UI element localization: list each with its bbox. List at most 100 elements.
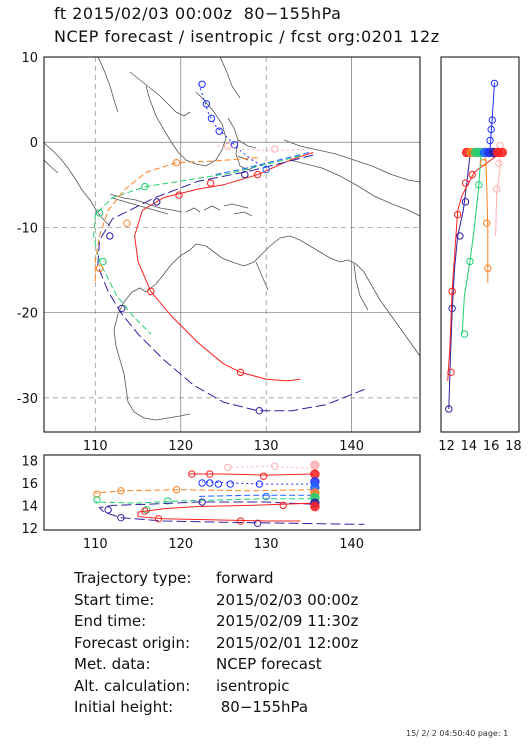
info-value: 2015/02/01 12:00z	[216, 633, 359, 652]
map-ytick-label: -10	[17, 221, 38, 236]
latitude-series-marker	[448, 287, 456, 296]
map-series-marker	[153, 198, 161, 206]
map-series-marker	[253, 170, 262, 179]
latitude-xtick-label: 16	[483, 439, 500, 454]
longitude-series-marker	[164, 497, 172, 505]
map-series-line-cyan_blue	[214, 152, 310, 176]
longitude-start-marker	[310, 469, 320, 479]
latitude-series-marker	[495, 159, 503, 168]
map-series-marker	[198, 80, 206, 88]
longitude-series-line-blue	[202, 481, 314, 485]
info-value: 2015/02/03 00:00z	[216, 590, 359, 609]
longitude-xtick-label: 120	[168, 537, 193, 552]
info-key: Trajectory type:	[74, 569, 192, 587]
latitude-series-marker	[468, 170, 476, 179]
map-series-marker	[255, 406, 264, 415]
longitude-series-marker	[236, 517, 245, 525]
header-line-2: NCEP forecast / isentropic / fcst org:02…	[54, 27, 440, 46]
info-key: Forecast origin:	[74, 633, 191, 652]
latitude-series-marker	[486, 136, 494, 145]
map-xtick-label: 120	[168, 439, 193, 454]
longitude-ytick-label: 16	[21, 477, 38, 492]
map-series-marker	[95, 264, 104, 273]
info-value: 2015/02/09 11:30z	[216, 612, 359, 630]
longitude-series-marker	[93, 496, 101, 504]
latitude-series-marker	[479, 158, 488, 167]
longitude-series-marker	[214, 480, 223, 488]
latitude-series-marker	[466, 257, 474, 266]
map-series-marker	[106, 232, 114, 240]
latitude-series-line-purple	[448, 154, 471, 410]
latitude-series-marker	[454, 210, 462, 219]
info-key: End time:	[74, 612, 147, 630]
longitude-series-line-pink	[227, 465, 314, 469]
map-series-marker	[236, 368, 245, 377]
longitude-series-line-orange	[95, 489, 314, 494]
longitude-series-marker	[206, 479, 214, 487]
longitude-axis-ticks: 12 14 16 18 110 120 130 140	[21, 455, 364, 552]
longitude-start-marker	[310, 460, 320, 470]
latitude-series-marker	[482, 219, 491, 227]
longitude-series-line-purple	[98, 501, 365, 525]
longitude-ytick-label: 14	[21, 499, 38, 514]
map-series-marker	[271, 145, 279, 153]
longitude-series-marker	[141, 507, 149, 515]
map-ytick-label: 10	[21, 51, 38, 66]
longitude-series-marker	[198, 498, 206, 506]
map-series-line-blue	[197, 80, 267, 169]
longitude-series-marker	[198, 479, 206, 487]
longitude-series-marker	[226, 480, 234, 488]
map-series-marker	[141, 182, 149, 191]
longitude-trajectories	[93, 460, 365, 527]
longitude-series-marker	[279, 501, 287, 510]
longitude-series-marker	[259, 472, 268, 480]
map-series-line-pink	[214, 145, 309, 152]
latitude-series-marker	[484, 264, 492, 273]
map-series-line-orange	[94, 157, 258, 283]
map-series-marker	[118, 304, 126, 313]
info-value: NCEP forecast	[216, 655, 322, 673]
map-series-marker	[99, 257, 107, 266]
latitude-trajectories	[445, 79, 507, 413]
map-series-marker	[206, 179, 215, 187]
info-key: Initial height:	[74, 698, 174, 716]
longitude-series-line-cyan_blue	[197, 494, 314, 497]
footer-stamp: 15/ 2/ 2 04:50:40 page: 1	[406, 729, 509, 738]
map-series-marker	[202, 100, 211, 108]
map-series-marker	[230, 141, 239, 149]
latitude-xtick-label: 14	[461, 439, 478, 454]
map-series-line-red	[134, 152, 314, 382]
info-value: forward	[216, 569, 274, 587]
latitude-series-marker	[445, 405, 453, 413]
map-ytick-label: -30	[17, 392, 38, 407]
latitude-xtick-label: 18	[505, 439, 522, 454]
longitude-series-marker	[188, 470, 196, 478]
latitude-panel	[445, 79, 507, 413]
longitude-series-marker	[104, 506, 112, 514]
latitude-series-line-orange	[485, 152, 489, 283]
map-frame	[43, 56, 421, 433]
latitude-series-line-pink	[495, 146, 501, 237]
longitude-series-marker	[271, 462, 279, 470]
latitude-series-marker	[461, 179, 470, 187]
map-series-marker	[147, 287, 155, 296]
longitude-frame	[43, 454, 421, 531]
longitude-ytick-label: 18	[21, 455, 38, 470]
map-gridlines	[44, 57, 420, 432]
latitude-series-marker	[493, 185, 501, 193]
map-series-marker	[224, 142, 232, 151]
latitude-series-marker	[487, 125, 495, 134]
latitude-frame	[440, 56, 520, 433]
longitude-series-marker	[117, 513, 125, 522]
map-series-marker	[215, 127, 223, 135]
latitude-series-marker	[447, 368, 455, 377]
map-ytick-label: 0	[30, 136, 38, 151]
latitude-series-marker	[461, 198, 470, 206]
longitude-series-line-red	[189, 473, 314, 476]
info-key: Alt. calculation:	[74, 676, 191, 695]
latitude-xtick-label: 12	[438, 439, 455, 454]
longitude-start-marker	[310, 501, 320, 512]
longitude-xtick-label: 110	[83, 537, 108, 552]
longitude-series-marker	[262, 492, 270, 501]
